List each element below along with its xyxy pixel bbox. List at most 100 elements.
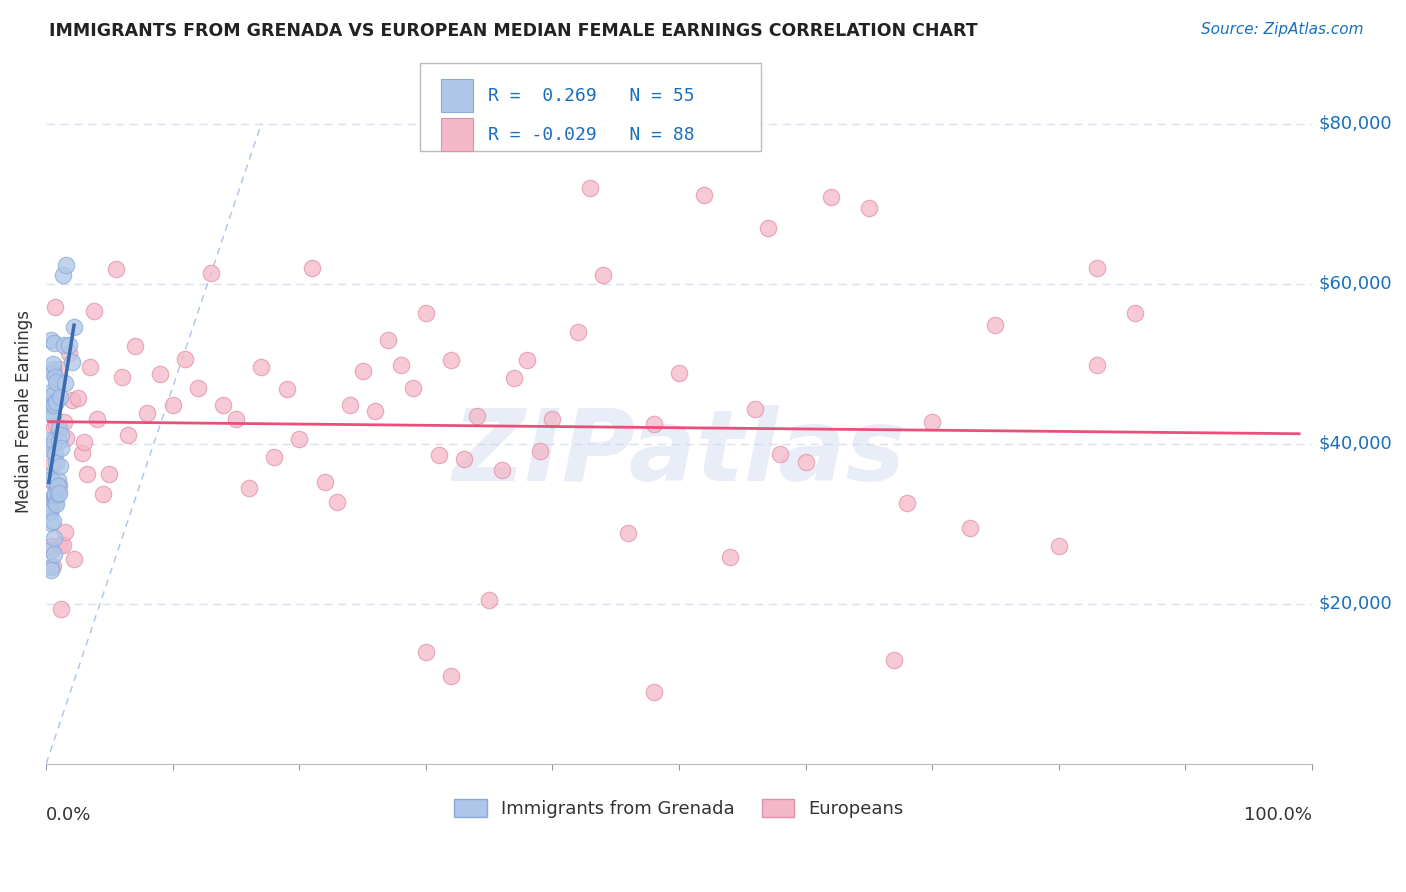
Text: 0.0%: 0.0% xyxy=(46,806,91,824)
Europeans xyxy=(162,398,184,412)
Europeans xyxy=(352,364,374,378)
Europeans xyxy=(212,398,235,412)
Immigrants from Grenada xyxy=(39,503,62,517)
Immigrants from Grenada xyxy=(39,471,62,485)
Legend: Immigrants from Grenada, Europeans: Immigrants from Grenada, Europeans xyxy=(447,792,911,825)
Europeans xyxy=(503,371,526,385)
Europeans xyxy=(1085,260,1108,275)
Immigrants from Grenada xyxy=(39,433,62,447)
Immigrants from Grenada xyxy=(42,434,65,448)
Europeans xyxy=(63,551,86,566)
Europeans xyxy=(98,467,121,481)
Europeans xyxy=(921,415,943,429)
Europeans xyxy=(44,300,66,314)
Immigrants from Grenada xyxy=(51,428,73,442)
Europeans xyxy=(326,494,349,508)
Europeans xyxy=(693,188,716,202)
Europeans xyxy=(225,411,247,425)
Text: $40,000: $40,000 xyxy=(1319,434,1392,453)
Europeans xyxy=(465,409,488,423)
Europeans xyxy=(238,481,260,495)
Europeans xyxy=(124,339,146,353)
Immigrants from Grenada xyxy=(39,406,62,420)
Europeans xyxy=(339,398,361,412)
Immigrants from Grenada xyxy=(38,442,60,456)
Text: $20,000: $20,000 xyxy=(1319,595,1392,613)
Europeans xyxy=(516,353,538,368)
Europeans xyxy=(39,539,62,553)
Immigrants from Grenada xyxy=(51,442,73,456)
Europeans xyxy=(718,549,741,564)
Europeans xyxy=(491,462,513,476)
Europeans xyxy=(60,392,83,407)
Europeans xyxy=(250,359,273,374)
Immigrants from Grenada xyxy=(49,390,72,404)
Immigrants from Grenada xyxy=(45,395,67,409)
Europeans xyxy=(984,318,1007,332)
Europeans xyxy=(111,370,134,384)
Immigrants from Grenada xyxy=(41,438,63,452)
Immigrants from Grenada xyxy=(44,369,66,384)
Europeans xyxy=(301,261,323,276)
Europeans xyxy=(187,381,209,395)
Text: $60,000: $60,000 xyxy=(1319,275,1392,293)
Europeans xyxy=(41,457,63,471)
Immigrants from Grenada xyxy=(41,388,63,402)
Europeans xyxy=(86,412,108,426)
Immigrants from Grenada xyxy=(44,447,66,461)
Europeans xyxy=(51,602,73,616)
Immigrants from Grenada xyxy=(44,495,66,509)
Europeans xyxy=(377,334,399,348)
Immigrants from Grenada xyxy=(39,516,62,530)
Europeans xyxy=(1047,539,1070,553)
Bar xyxy=(441,79,472,112)
Immigrants from Grenada xyxy=(41,366,63,380)
Europeans xyxy=(49,538,72,552)
Immigrants from Grenada xyxy=(39,333,62,347)
Immigrants from Grenada xyxy=(60,355,83,369)
Europeans xyxy=(58,345,80,359)
Immigrants from Grenada xyxy=(48,486,70,500)
Europeans xyxy=(440,353,463,368)
Immigrants from Grenada xyxy=(46,487,69,501)
Europeans xyxy=(427,449,450,463)
Immigrants from Grenada xyxy=(39,543,62,558)
Europeans xyxy=(117,427,139,442)
Europeans xyxy=(415,306,437,320)
Europeans xyxy=(149,368,172,382)
Immigrants from Grenada xyxy=(44,487,66,501)
Immigrants from Grenada xyxy=(39,564,62,578)
Europeans xyxy=(478,592,501,607)
Europeans xyxy=(42,420,65,434)
Europeans xyxy=(643,685,665,699)
Immigrants from Grenada xyxy=(63,320,86,334)
Text: Source: ZipAtlas.com: Source: ZipAtlas.com xyxy=(1201,22,1364,37)
Europeans xyxy=(794,455,817,469)
Immigrants from Grenada xyxy=(49,458,72,473)
Europeans xyxy=(104,261,127,276)
Europeans xyxy=(174,351,197,366)
Immigrants from Grenada xyxy=(45,456,67,470)
Immigrants from Grenada xyxy=(39,505,62,519)
Immigrants from Grenada xyxy=(41,395,63,409)
Europeans xyxy=(200,266,222,280)
Europeans xyxy=(744,402,766,417)
Text: 100.0%: 100.0% xyxy=(1244,806,1312,824)
Immigrants from Grenada xyxy=(39,385,62,400)
Europeans xyxy=(402,381,425,395)
Europeans xyxy=(453,452,475,467)
Europeans xyxy=(276,382,298,396)
Europeans xyxy=(617,526,640,541)
Immigrants from Grenada xyxy=(42,398,65,412)
Europeans xyxy=(136,407,159,421)
Europeans xyxy=(53,524,76,539)
Europeans xyxy=(567,325,589,339)
Europeans xyxy=(440,669,463,683)
Text: IMMIGRANTS FROM GRENADA VS EUROPEAN MEDIAN FEMALE EARNINGS CORRELATION CHART: IMMIGRANTS FROM GRENADA VS EUROPEAN MEDI… xyxy=(49,22,977,40)
Europeans xyxy=(820,190,842,204)
Immigrants from Grenada xyxy=(42,336,65,351)
Europeans xyxy=(73,434,96,449)
Europeans xyxy=(79,359,101,374)
Europeans xyxy=(52,538,75,552)
Europeans xyxy=(76,467,98,482)
